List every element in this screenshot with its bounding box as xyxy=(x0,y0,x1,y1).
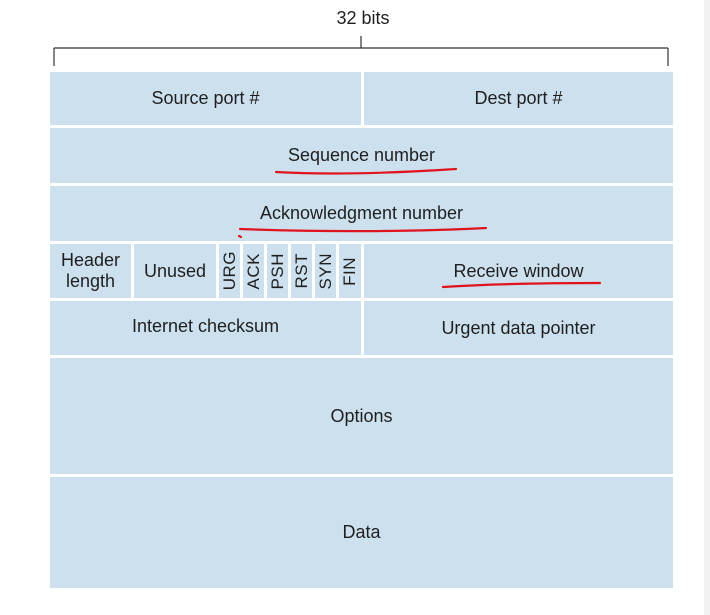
data-label: Data xyxy=(342,522,381,543)
receive-window-field: Receive window xyxy=(364,244,673,298)
flag-syn-label: SYN xyxy=(315,252,335,290)
sequence-number-label: Sequence number xyxy=(287,145,436,166)
flag-urg-label: URG xyxy=(219,251,239,291)
flag-psh-label: PSH xyxy=(267,252,287,290)
options-label: Options xyxy=(330,405,393,426)
acknowledgment-number-field: Acknowledgment number xyxy=(50,186,673,241)
source-port-label: Source port # xyxy=(151,88,260,109)
flag-syn: SYN xyxy=(315,244,336,298)
flag-ack-label: ACK xyxy=(243,252,263,290)
internet-checksum-label: Internet checksum xyxy=(131,315,280,336)
header-length-field: Header length xyxy=(50,244,131,298)
flag-psh: PSH xyxy=(267,244,288,298)
flag-fin: FIN xyxy=(339,244,361,298)
options-field: Options xyxy=(50,358,673,474)
dest-port-field: Dest port # xyxy=(364,72,673,125)
bit-width-bracket xyxy=(53,36,669,66)
flag-rst: RST xyxy=(291,244,312,298)
flag-fin-label: FIN xyxy=(340,256,360,286)
sequence-number-field: Sequence number xyxy=(50,128,673,183)
data-field: Data xyxy=(50,477,673,588)
header-length-label-line1: Header xyxy=(60,250,121,271)
urgent-data-pointer-label: Urgent data pointer xyxy=(441,317,596,338)
dest-port-label: Dest port # xyxy=(474,88,563,109)
bit-width-label: 32 bits xyxy=(336,8,390,28)
unused-field: Unused xyxy=(134,244,216,298)
flag-urg: URG xyxy=(219,244,240,298)
header-length-label-line2: length xyxy=(65,271,116,291)
urgent-data-pointer-field: Urgent data pointer xyxy=(364,301,673,355)
flag-ack: ACK xyxy=(243,244,264,298)
receive-window-label: Receive window xyxy=(453,260,584,281)
unused-label: Unused xyxy=(143,260,207,281)
flag-rst-label: RST xyxy=(291,253,311,289)
acknowledgment-number-label: Acknowledgment number xyxy=(259,203,464,224)
source-port-field: Source port # xyxy=(50,72,361,125)
page-edge-strip xyxy=(704,0,710,615)
internet-checksum-field: Internet checksum xyxy=(50,301,361,355)
